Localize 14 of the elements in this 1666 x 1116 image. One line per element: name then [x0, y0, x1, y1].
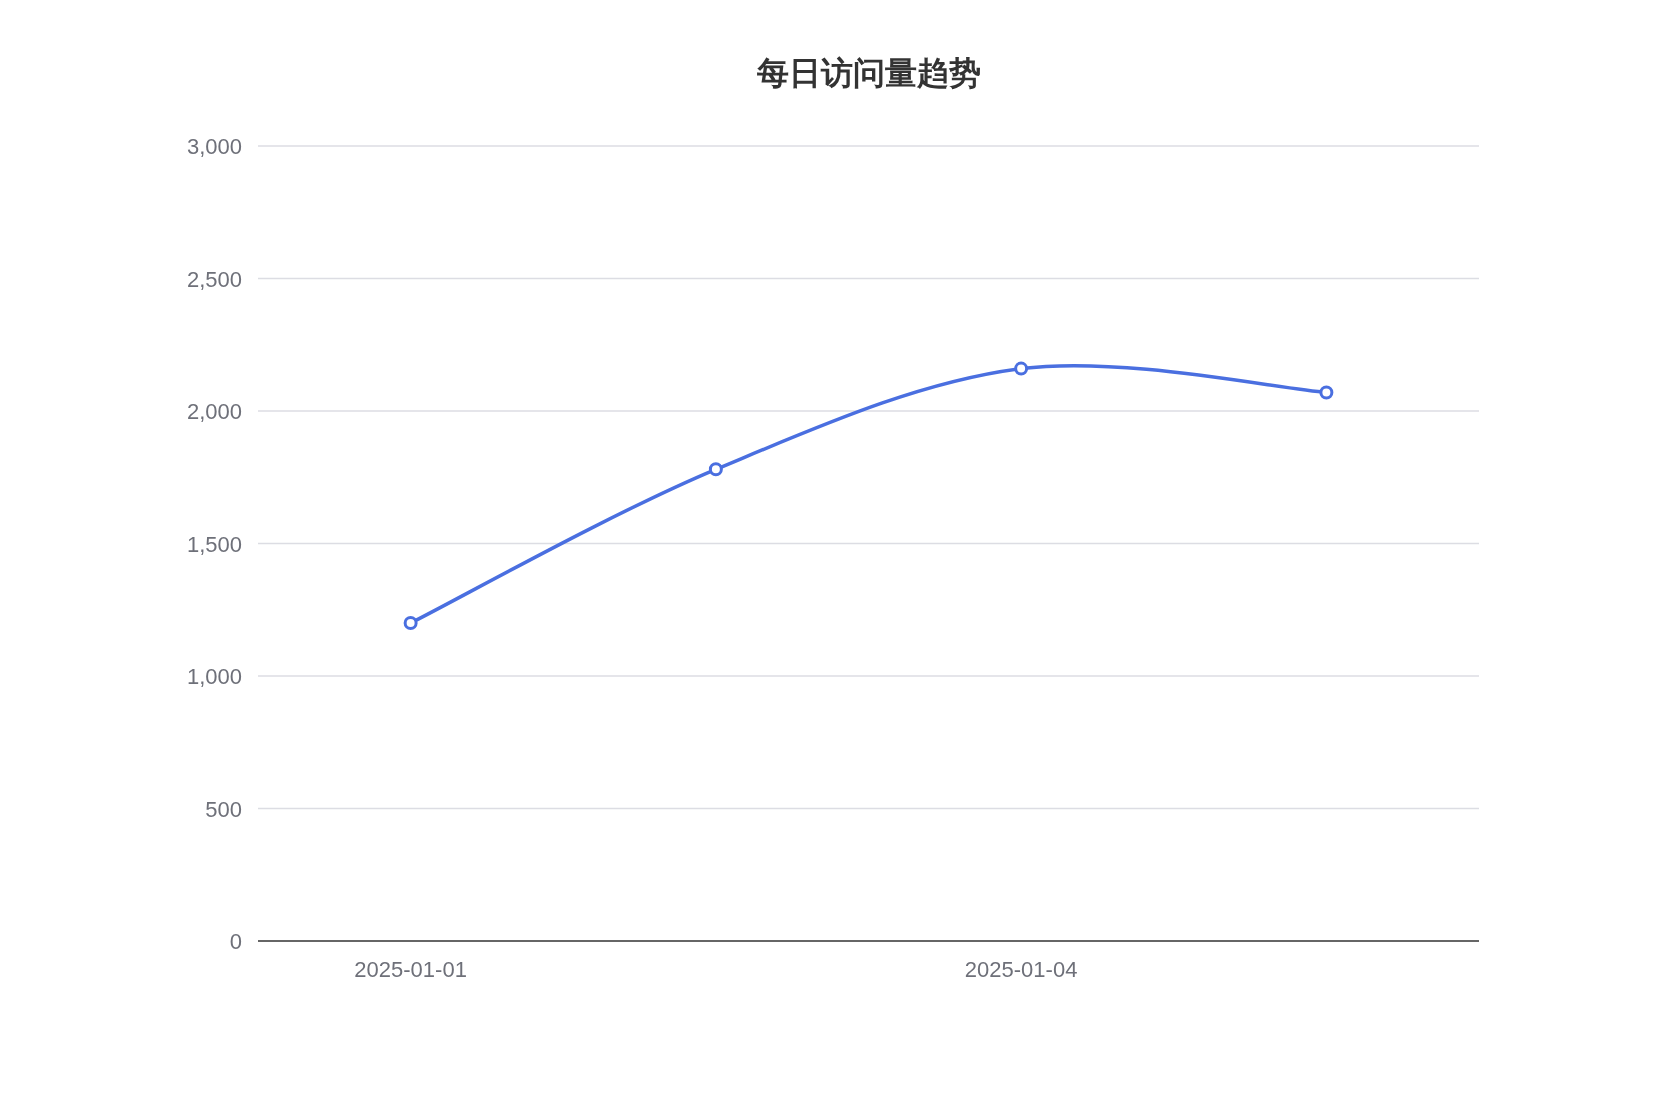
y-tick-label: 3,000 [186, 134, 242, 159]
point [708, 462, 723, 477]
point [1319, 385, 1334, 400]
y-tick-label: 1,000 [186, 664, 242, 689]
point [403, 616, 418, 630]
y-tick-label: 2,500 [186, 266, 242, 292]
x-tick-label: 2025-01-04 [964, 957, 1078, 982]
y-tick-label: 500 [205, 796, 242, 822]
x-tick-label: 2025-01-01 [354, 957, 467, 982]
point [1014, 361, 1029, 376]
y-tick-label: 2,000 [186, 399, 242, 424]
y-tick-label: 1,500 [186, 531, 242, 557]
chart-title: 每日访问量趋势 [755, 55, 981, 91]
y-tick-label: 0 [229, 929, 242, 954]
